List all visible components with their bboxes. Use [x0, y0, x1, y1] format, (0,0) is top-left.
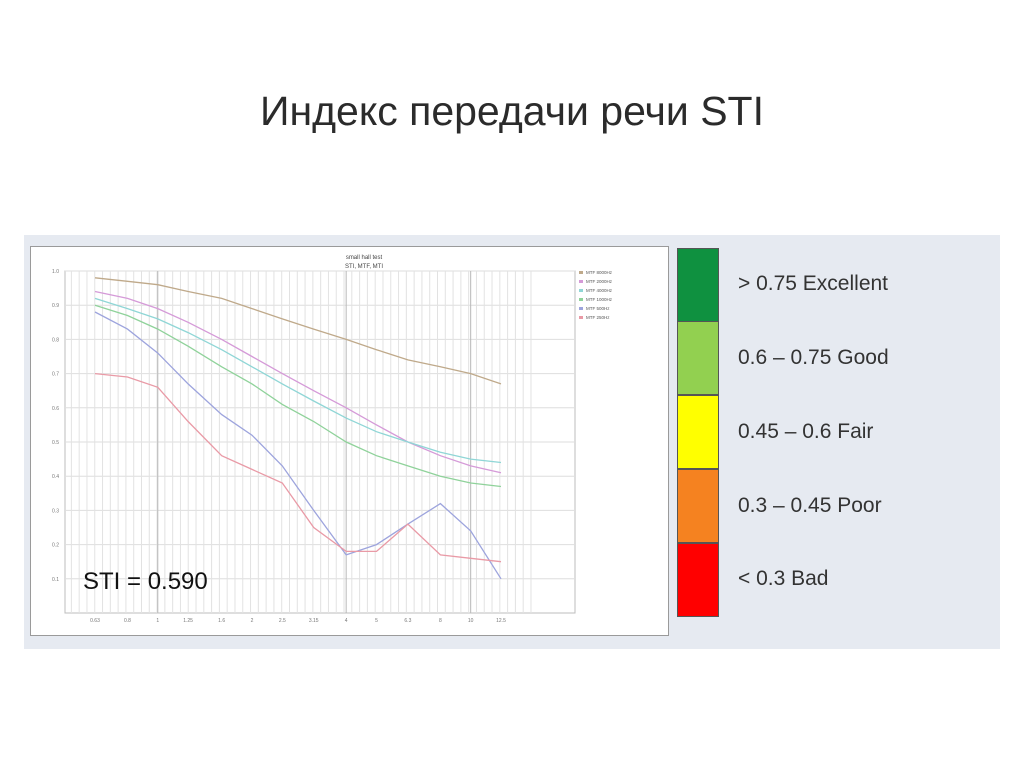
series-line	[94, 304, 502, 488]
legend-label: MTF 8000Hz	[586, 270, 613, 275]
y-axis-ticks: 0.1 0.2 0.3 0.4 0.5 0.6 0.7 0.8 0.9 1.0	[52, 269, 59, 583]
x-tick-label: 6.3	[404, 618, 411, 624]
series-line	[94, 290, 502, 474]
scale-swatch-bad	[677, 543, 719, 617]
legend-label: MTF 1000Hz	[586, 297, 613, 302]
scale-label-poor: 0.3 – 0.45 Poor	[738, 494, 882, 517]
scale-label-bad: < 0.3 Bad	[738, 567, 829, 590]
series-line	[94, 372, 502, 563]
scale-swatch-good	[677, 321, 719, 395]
x-tick-label: 1	[156, 618, 159, 624]
y-tick-label: 0.6	[52, 406, 59, 412]
y-tick-label: 0.9	[52, 303, 59, 309]
x-axis-ticks: 0.63 0.8 1 1.25 1.6 2 2.5 3.15 4 5 6.3 8 10 12.5	[90, 618, 506, 624]
legend-swatch	[579, 298, 583, 301]
legend-label: MTF 2000Hz	[586, 279, 613, 284]
x-tick-label: 3.15	[309, 618, 319, 624]
legend-label: MTF 250Hz	[586, 315, 610, 320]
scale-label-fair: 0.45 – 0.6 Fair	[738, 420, 874, 443]
scale-label-good: 0.6 – 0.75 Good	[738, 346, 889, 369]
series-lines	[94, 277, 502, 580]
series-line	[94, 311, 502, 580]
x-tick-label: 5	[375, 618, 378, 624]
y-tick-label: 1.0	[52, 269, 59, 275]
scale-swatch-fair	[677, 395, 719, 469]
sti-scale-bar	[677, 248, 719, 617]
grid	[65, 270, 575, 613]
x-tick-label: 0.8	[124, 618, 131, 624]
chart-subtitle: STI, MTF, MTI	[345, 264, 383, 270]
scale-swatch-excellent	[677, 248, 719, 322]
y-tick-label: 0.5	[52, 440, 59, 446]
y-tick-label: 0.4	[52, 474, 59, 480]
legend-swatch	[579, 307, 583, 310]
legend-swatch	[579, 316, 583, 319]
x-tick-label: 2.5	[279, 618, 286, 624]
chart-frame: small hall test STI, MTF, MTI 0.1 0.2 0.3 0…	[30, 246, 669, 636]
x-tick-label: 12.5	[496, 618, 506, 624]
x-tick-label: 8	[439, 618, 442, 624]
series-line	[94, 277, 502, 385]
chart-legend: MTF 8000Hz MTF 2000Hz MTF 4000Hz MTF 1000Hz…	[579, 270, 613, 320]
legend-label: MTF 4000Hz	[586, 288, 613, 293]
slide-title: Индекс передачи речи STI	[260, 88, 764, 134]
legend-swatch	[579, 271, 583, 274]
mtf-chart: small hall test STI, MTF, MTI 0.10.20.30…	[52, 255, 613, 624]
legend-swatch	[579, 289, 583, 292]
x-tick-label: 1.6	[218, 618, 225, 624]
scale-swatch-poor	[677, 469, 719, 543]
legend-swatch	[579, 280, 583, 283]
x-tick-label: 1.25	[183, 618, 193, 624]
scale-label-excellent: > 0.75 Excellent	[738, 272, 889, 295]
x-tick-label: 0.63	[90, 618, 100, 624]
legend-label: MTF 500Hz	[586, 306, 610, 311]
y-tick-label: 0.1	[52, 577, 59, 583]
x-tick-label: 2	[251, 618, 254, 624]
chart-title: small hall test	[346, 255, 383, 261]
series-line	[94, 297, 502, 464]
sti-value-label: STI = 0.590	[83, 568, 208, 595]
y-tick-label: 0.8	[52, 337, 59, 343]
x-tick-label: 4	[345, 618, 348, 624]
y-tick-label: 0.2	[52, 543, 59, 549]
y-tick-label: 0.3	[52, 508, 59, 514]
x-tick-label: 10	[468, 618, 474, 624]
y-tick-label: 0.7	[52, 372, 59, 378]
